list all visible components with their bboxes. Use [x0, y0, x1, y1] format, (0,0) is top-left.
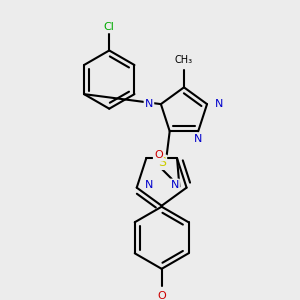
Text: O: O	[157, 291, 166, 300]
Text: S: S	[158, 156, 166, 169]
Text: Cl: Cl	[104, 22, 115, 32]
Text: N: N	[215, 99, 223, 109]
Text: N: N	[145, 180, 153, 190]
Text: N: N	[194, 134, 202, 144]
Text: CH₃: CH₃	[175, 55, 193, 65]
Text: N: N	[145, 99, 153, 109]
Text: O: O	[154, 150, 163, 161]
Text: N: N	[170, 180, 179, 190]
